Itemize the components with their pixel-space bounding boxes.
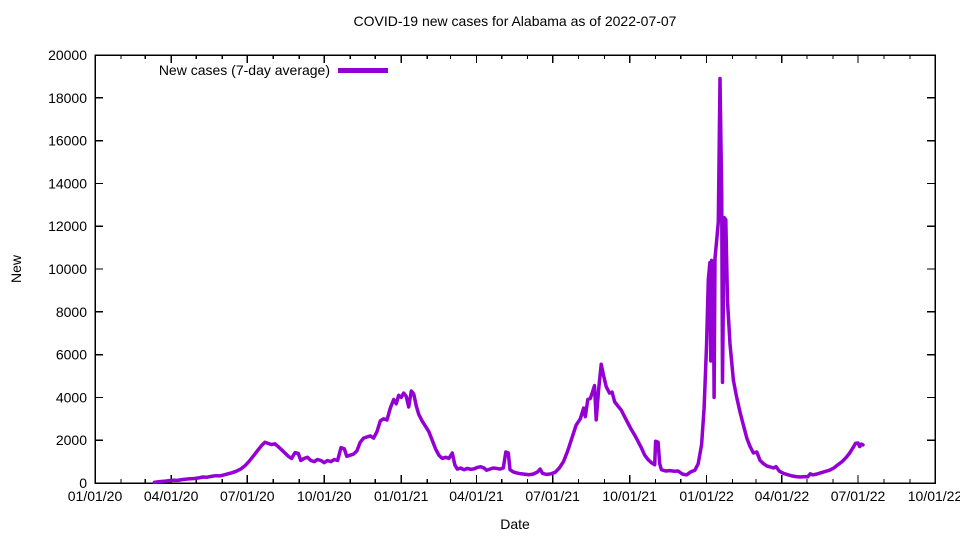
y-tick-label: 0 xyxy=(79,475,87,491)
y-tick-label: 12000 xyxy=(48,218,87,234)
legend-label: New cases (7-day average) xyxy=(158,62,330,78)
y-tick-label: 20000 xyxy=(48,47,87,63)
y-tick-label: 14000 xyxy=(48,175,87,191)
x-tick-label: 10/01/21 xyxy=(602,488,657,504)
plot-border xyxy=(94,54,936,484)
y-tick-label: 8000 xyxy=(56,304,87,320)
y-tick-label: 2000 xyxy=(56,432,87,448)
y-tick-label: 18000 xyxy=(48,90,87,106)
legend: New cases (7-day average) xyxy=(95,62,388,78)
data-line xyxy=(152,76,865,485)
legend-line-swatch xyxy=(338,67,388,73)
x-tick-label: 01/01/21 xyxy=(374,488,429,504)
x-tick-label: 10/01/20 xyxy=(297,488,352,504)
y-tick-label: 10000 xyxy=(48,261,87,277)
y-axis-title: New xyxy=(8,254,24,284)
x-tick-label: 01/01/20 xyxy=(68,488,123,504)
x-tick-label: 07/01/22 xyxy=(831,488,886,504)
x-tick-label: 07/01/21 xyxy=(525,488,580,504)
y-tick-label: 6000 xyxy=(56,347,87,363)
x-axis-title: Date xyxy=(500,516,530,532)
x-tick-label: 04/01/22 xyxy=(755,488,810,504)
x-tick-label: 04/01/20 xyxy=(144,488,199,504)
x-tick-label: 04/01/21 xyxy=(449,488,504,504)
y-tick-label: 4000 xyxy=(56,389,87,405)
x-tick-label: 10/01/22 xyxy=(908,488,960,504)
x-tick-label: 01/01/22 xyxy=(679,488,734,504)
chart-title: COVID-19 new cases for Alabama as of 202… xyxy=(353,13,677,29)
x-tick-label: 07/01/20 xyxy=(220,488,275,504)
y-tick-label: 16000 xyxy=(48,133,87,149)
